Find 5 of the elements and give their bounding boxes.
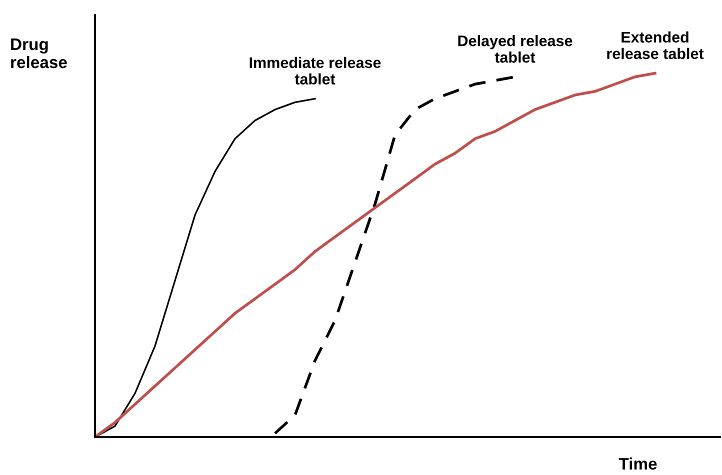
series-label: Extended release tablet (607, 31, 704, 60)
x-axis-title: Time (618, 457, 657, 470)
series-label: Delayed release tablet (458, 35, 572, 63)
y-axis-title: Drug release (11, 38, 67, 68)
series-label: Immediate release tablet (250, 56, 381, 85)
